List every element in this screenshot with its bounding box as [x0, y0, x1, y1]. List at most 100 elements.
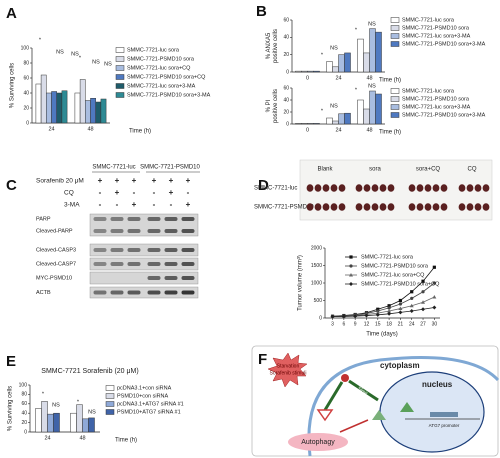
tumor [379, 203, 387, 211]
lane-sign: + [132, 176, 137, 185]
panel-c: C SMMC-7721-luc SMMC-7721-PSMD10 [6, 165, 201, 194]
legend-swatch [390, 112, 400, 118]
blot-band [147, 229, 161, 233]
bar [307, 123, 314, 125]
point [432, 265, 436, 269]
x-tick-label: 48 [87, 126, 93, 132]
legend-label: SMMC-7721-luc sora+3-MA [402, 104, 471, 110]
blot-strip [89, 271, 199, 285]
point [421, 300, 426, 304]
lane-sign: + [186, 176, 191, 185]
legend-label: SMMC-7721-luc sora+CQ [361, 272, 425, 278]
y-tick-label: 0 [26, 120, 29, 126]
legend-label: SMMC-7721-PSMD10 sora+3-MA [127, 92, 211, 98]
lane-sign: - [99, 200, 102, 209]
legend-swatch [105, 385, 115, 391]
annotation: * [321, 108, 324, 114]
legend-label: SMMC-7721-luc sora+3-MA [402, 33, 471, 39]
point [421, 307, 426, 312]
tumor [482, 203, 490, 211]
lane-sign: - [153, 188, 156, 197]
tumor [330, 203, 338, 211]
tumor [424, 184, 432, 192]
bar [326, 61, 333, 73]
blot-band [181, 276, 195, 280]
bar [313, 70, 320, 73]
y-tick-label: 0 [286, 121, 289, 127]
tumor [330, 184, 338, 192]
y-tick-label: 80 [23, 60, 29, 66]
cell-membrane [307, 356, 500, 457]
lane-sign: + [169, 188, 174, 197]
blot-band [164, 248, 178, 252]
stimulus-burst [267, 352, 308, 388]
legend-swatch [390, 88, 400, 94]
bar [41, 401, 48, 433]
legend-label: SMMC-7721-PSMD10 sora+3-MA [402, 41, 486, 47]
blot-band [164, 217, 178, 221]
blot-band [147, 276, 161, 280]
point [410, 290, 414, 294]
legend-label: SMMC-7721-PSMD10 sora [402, 25, 470, 31]
y-tick-label: 0 [319, 315, 322, 321]
lane-sign: - [99, 188, 102, 197]
blot-label: PARP [36, 216, 51, 222]
annotation: * [355, 27, 358, 33]
blot-band [181, 229, 195, 233]
blot-band [110, 290, 124, 295]
legend-swatch [115, 47, 125, 53]
chart: A 0 20 40 60 80 100 % Surviving cells Time (h) 24… [6, 5, 211, 135]
lane-sign: - [153, 200, 156, 209]
blot-band [110, 262, 124, 266]
point [375, 312, 380, 317]
lane-sign: + [186, 200, 191, 209]
compartment-label: nucleus [422, 380, 453, 389]
y-tick-label: 40 [21, 411, 27, 417]
blot-band [127, 229, 141, 233]
point [387, 309, 392, 313]
bar [338, 54, 345, 73]
tumor [416, 203, 424, 211]
blot-band [181, 248, 195, 252]
annotation: * [77, 399, 80, 405]
tumor [322, 184, 330, 192]
point [410, 296, 414, 300]
blot-band [93, 229, 107, 233]
legend-swatch [105, 393, 115, 399]
point [421, 290, 425, 294]
legend-swatch [390, 41, 400, 47]
tumor [371, 184, 379, 192]
annotation: NS [52, 402, 60, 408]
y-tick-label: 60 [21, 401, 27, 407]
y-tick-label: 1000 [311, 280, 322, 286]
annotation: NS [104, 61, 112, 67]
annotation: * [79, 55, 82, 61]
column-label: sora [369, 167, 381, 173]
annotation: * [42, 391, 45, 397]
protein-icon [341, 374, 349, 382]
legend-label: SMMC-7721-luc sora [361, 254, 414, 260]
lane-sign: + [98, 176, 103, 185]
legend-label: pcDNA3.1+ATG7 siRNA #1 [117, 401, 184, 407]
bar [47, 413, 54, 433]
x-tick-label: 3 [331, 321, 334, 327]
y-tick-label: 60 [283, 85, 289, 91]
blot-label: ACTB [36, 290, 51, 296]
point [409, 309, 414, 313]
y-tick-label: 0 [24, 429, 27, 435]
bar [369, 28, 376, 73]
legend-swatch [115, 92, 125, 98]
tumor [466, 203, 474, 211]
blot-band [147, 262, 161, 266]
blot-band [181, 217, 195, 221]
tumor [424, 203, 432, 211]
x-tick-label: 0 [306, 75, 309, 81]
legend-label: SMMC-7721-luc sora [402, 17, 455, 23]
point [341, 314, 346, 319]
blot-band [127, 290, 141, 295]
y-tick-label: 20 [283, 109, 289, 115]
blot-band [164, 276, 178, 280]
x-tick-label: 48 [79, 435, 85, 441]
y-tick-label: 500 [314, 298, 323, 304]
bar [375, 31, 382, 73]
